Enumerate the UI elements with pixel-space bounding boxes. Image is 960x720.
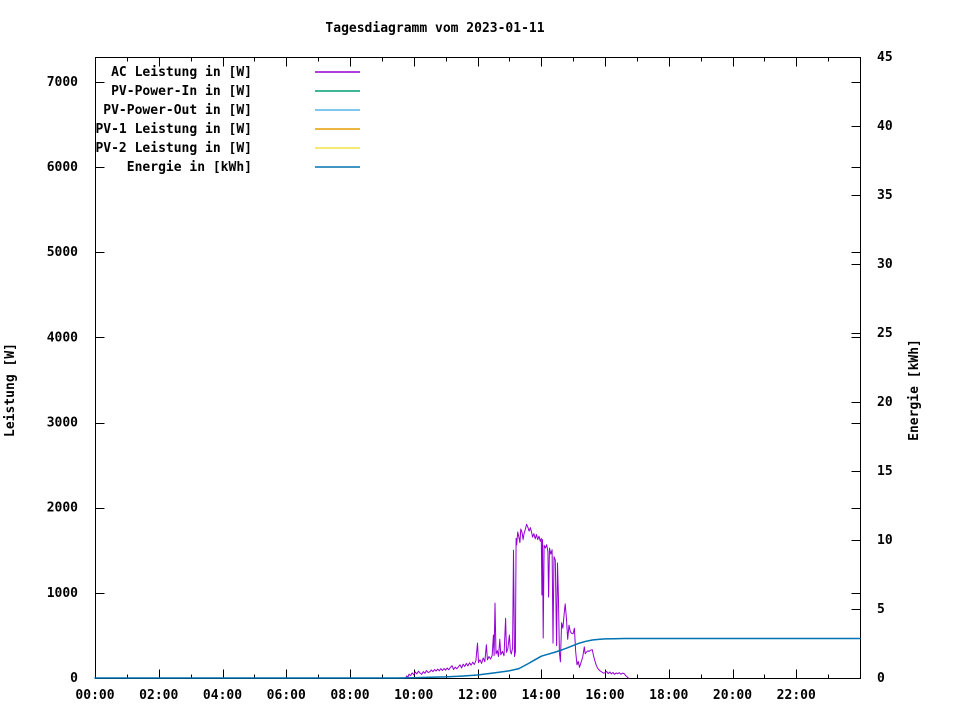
- x-tick-label: 16:00: [585, 688, 624, 703]
- legend-label: Energie in [kWh]: [127, 160, 252, 175]
- y-tick-label: 6000: [47, 160, 78, 175]
- x-tick-label: 04:00: [203, 688, 242, 703]
- legend: AC Leistung in [W] PV-Power-In in [W] PV-P…: [95, 65, 360, 175]
- y2-tick-label: 25: [877, 326, 893, 341]
- legend-item: PV-Power-In in [W]: [111, 84, 360, 99]
- y2-tick-label: 15: [877, 464, 893, 479]
- plot-series: [94, 523, 861, 679]
- y2-tick-label: 35: [877, 188, 893, 203]
- y2-tick-label: 20: [877, 395, 893, 410]
- plot-axes: 00:00 02:00 04:00 06:00 08:00 10:00 12:00 14:00…: [47, 50, 893, 703]
- legend-item: PV-1 Leistung in [W]: [95, 122, 360, 137]
- x-tick-label: 08:00: [330, 688, 369, 703]
- y2-tick-label: 10: [877, 533, 893, 548]
- x-tick-label: 12:00: [458, 688, 497, 703]
- x-tick-label: 18:00: [649, 688, 688, 703]
- y2-tick-label: 40: [877, 119, 893, 134]
- y2-tick-label: 0: [877, 671, 885, 686]
- legend-item: Energie in [kWh]: [127, 160, 360, 175]
- y2-tick-label: 45: [877, 50, 893, 65]
- x-tick-label: 02:00: [139, 688, 178, 703]
- chart-title: Tagesdiagramm vom 2023-01-11: [325, 21, 544, 36]
- y-tick-label: 0: [70, 671, 78, 686]
- y-tick-label: 4000: [47, 330, 78, 345]
- y2-tick-label: 30: [877, 257, 893, 272]
- y-tick-label: 5000: [47, 245, 78, 260]
- legend-item: PV-2 Leistung in [W]: [95, 141, 360, 156]
- legend-label: PV-1 Leistung in [W]: [95, 122, 252, 137]
- x-tick-label: 20:00: [713, 688, 752, 703]
- x-tick-label: 06:00: [267, 688, 306, 703]
- series-line-ac-leistung-in-w-: [405, 523, 629, 679]
- legend-label: AC Leistung in [W]: [111, 65, 252, 80]
- x-tick-label: 14:00: [522, 688, 561, 703]
- legend-label: PV-2 Leistung in [W]: [95, 141, 252, 156]
- y-tick-label: 3000: [47, 416, 78, 431]
- y-axis-label: Leistung [W]: [3, 343, 18, 437]
- y2-tick-label: 5: [877, 602, 885, 617]
- legend-label: PV-Power-Out in [W]: [103, 103, 252, 118]
- legend-item: PV-Power-Out in [W]: [103, 103, 360, 118]
- y-tick-label: 7000: [47, 75, 78, 90]
- y-tick-label: 1000: [47, 586, 78, 601]
- series-line-energie-in-kwh-: [94, 637, 861, 679]
- legend-item: AC Leistung in [W]: [111, 65, 360, 80]
- y-tick-label: 2000: [47, 501, 78, 516]
- x-tick-label: 10:00: [394, 688, 433, 703]
- legend-label: PV-Power-In in [W]: [111, 84, 252, 99]
- y2-axis-label: Energie [kWh]: [907, 339, 922, 441]
- x-tick-label: 00:00: [75, 688, 114, 703]
- x-tick-label: 22:00: [777, 688, 816, 703]
